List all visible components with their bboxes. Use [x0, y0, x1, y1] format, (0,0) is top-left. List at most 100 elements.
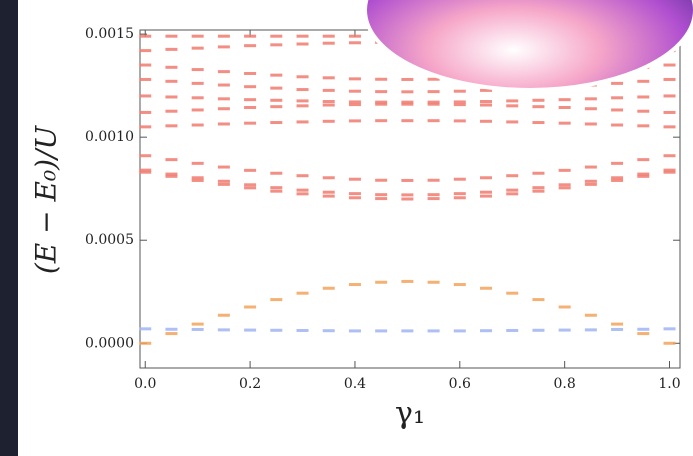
level-marker: [191, 108, 204, 112]
level-marker: [663, 154, 676, 158]
level-marker: [139, 94, 152, 98]
level-marker: [611, 178, 624, 182]
level-marker: [480, 190, 493, 194]
level-marker: [270, 105, 283, 109]
level-marker: [165, 47, 178, 51]
level-marker: [558, 98, 571, 102]
level-marker: [139, 63, 152, 67]
level-marker: [663, 94, 676, 98]
level-marker: [348, 192, 361, 196]
level-marker: [217, 122, 230, 126]
level-marker: [244, 85, 257, 89]
level-marker: [375, 119, 388, 123]
level-marker: [532, 186, 545, 190]
level-marker: [296, 88, 309, 92]
level-marker: [191, 322, 204, 326]
level-marker: [611, 327, 624, 331]
level-marker: [427, 90, 440, 94]
level-marker: [165, 172, 178, 176]
level-marker: [244, 186, 257, 190]
level-marker: [558, 183, 571, 187]
level-marker: [139, 49, 152, 53]
level-marker: [453, 329, 466, 333]
level-marker: [611, 96, 624, 100]
level-marker: [611, 322, 624, 326]
level-marker: [453, 177, 466, 181]
level-marker: [663, 341, 676, 345]
level-marker: [663, 327, 676, 331]
level-marker: [296, 34, 309, 38]
level-marker: [480, 119, 493, 123]
level-marker: [139, 125, 152, 129]
level-marker: [348, 100, 361, 104]
x-axis-label: γ₁: [395, 396, 425, 431]
level-marker: [322, 119, 335, 123]
level-marker: [506, 328, 519, 332]
level-marker: [480, 286, 493, 290]
level-marker: [584, 107, 597, 111]
level-marker: [401, 197, 414, 201]
level-marker: [611, 123, 624, 127]
level-marker: [217, 45, 230, 49]
level-marker: [348, 329, 361, 333]
level-marker: [244, 34, 257, 38]
y-tick-label: 0.0010: [85, 129, 134, 145]
level-marker: [558, 305, 571, 309]
level-marker: [322, 88, 335, 92]
level-marker: [191, 161, 204, 165]
level-marker: [191, 81, 204, 85]
level-marker: [270, 43, 283, 47]
level-marker: [191, 178, 204, 182]
level-marker: [296, 120, 309, 124]
level-marker: [322, 329, 335, 333]
level-marker: [584, 328, 597, 332]
level-marker: [506, 99, 519, 103]
level-marker: [637, 172, 650, 176]
level-marker: [270, 121, 283, 125]
level-marker: [453, 192, 466, 196]
level-marker: [348, 41, 361, 45]
level-marker: [427, 102, 440, 106]
level-marker: [244, 168, 257, 172]
level-marker: [427, 280, 440, 284]
level-marker: [270, 171, 283, 175]
level-marker: [348, 196, 361, 200]
level-marker: [584, 122, 597, 126]
level-marker: [348, 77, 361, 81]
level-marker: [453, 103, 466, 107]
level-marker: [480, 194, 493, 198]
level-marker: [322, 34, 335, 38]
level-marker: [558, 168, 571, 172]
level-marker: [348, 177, 361, 181]
level-marker: [584, 165, 597, 169]
level-marker: [296, 291, 309, 295]
level-marker: [375, 280, 388, 284]
level-marker: [322, 100, 335, 104]
level-marker: [427, 100, 440, 104]
level-marker: [480, 103, 493, 107]
level-marker: [663, 63, 676, 67]
x-tick-label: 1.0: [658, 376, 680, 392]
level-marker: [322, 41, 335, 45]
level-marker: [244, 121, 257, 125]
level-marker: [165, 327, 178, 331]
level-marker: [270, 186, 283, 190]
level-marker: [611, 108, 624, 112]
level-marker: [506, 174, 519, 178]
level-marker: [558, 328, 571, 332]
level-marker: [427, 197, 440, 201]
x-tick-label: 0.8: [554, 376, 576, 392]
level-marker: [375, 197, 388, 201]
level-marker: [401, 100, 414, 104]
level-marker: [217, 107, 230, 111]
level-marker: [506, 188, 519, 192]
level-marker: [611, 176, 624, 180]
level-marker: [191, 123, 204, 127]
level-marker: [244, 328, 257, 332]
level-marker: [401, 193, 414, 197]
level-marker: [244, 44, 257, 48]
level-marker: [453, 196, 466, 200]
level-marker: [637, 109, 650, 113]
level-marker: [191, 68, 204, 72]
